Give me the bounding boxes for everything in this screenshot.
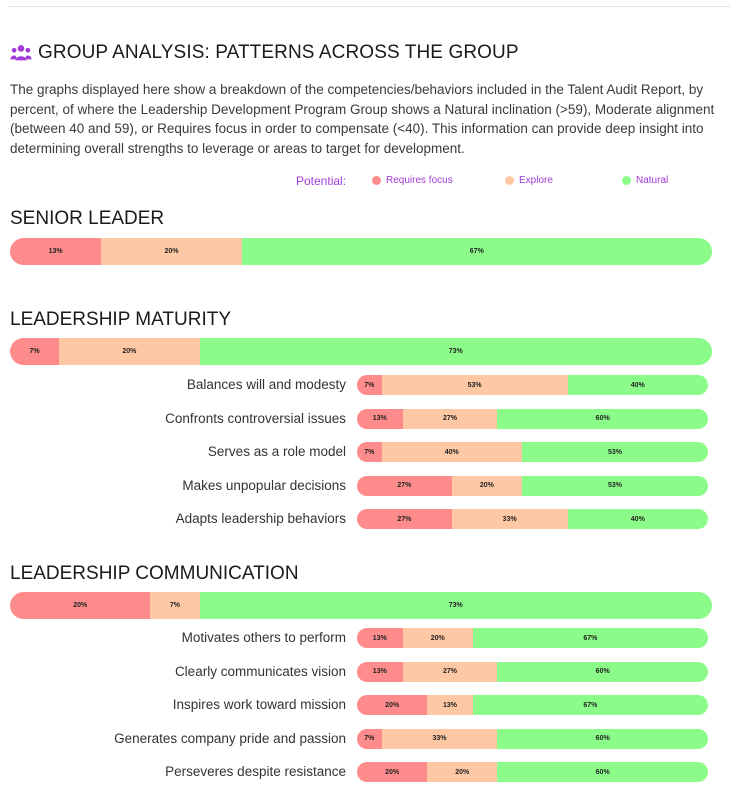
competency-label: Clearly communicates vision <box>174 663 346 679</box>
bar-segment-requires-focus: 13% <box>357 408 403 429</box>
competency-label: Balances will and modesty <box>186 377 346 392</box>
competency-label: Inspires work toward mission <box>172 697 346 712</box>
top-divider <box>8 6 730 7</box>
competency-label: Confronts controversial issues <box>165 410 346 426</box>
section-total-bar: 20% 7% 73% <box>10 592 712 619</box>
bar-segment-explore: 40% <box>381 442 522 462</box>
bar-segment-requires-focus: 7% <box>357 442 382 462</box>
page-title: GROUP ANALYSIS: PATTERNS ACROSS THE GROU… <box>38 42 519 63</box>
bar-segment-requires-focus: 13% <box>10 238 102 265</box>
legend-dot <box>505 176 514 185</box>
legend-dot <box>372 176 381 185</box>
section-title: SENIOR LEADER <box>10 208 165 229</box>
bar-segment-natural: 67% <box>472 695 708 715</box>
legend-item-explore: Explore <box>505 175 553 186</box>
bar-segment-explore: 20% <box>101 238 242 265</box>
competency-bar: 27% 20% 53% <box>357 475 708 496</box>
bar-segment-explore: 53% <box>381 375 568 395</box>
competency-bar: 27% 33% 40% <box>357 509 708 529</box>
section-total-bar: 13% 20% 67% <box>10 238 712 265</box>
bar-segment-requires-focus: 7% <box>357 728 382 749</box>
competency-bar: 7% 33% 60% <box>357 728 708 749</box>
bar-segment-natural: 53% <box>521 442 708 462</box>
bar-segment-natural: 67% <box>472 628 708 648</box>
bar-segment-explore: 20% <box>59 338 200 365</box>
bar-segment-natural: 60% <box>497 762 708 782</box>
legend-item-natural: Natural <box>622 175 668 186</box>
bar-segment-explore: 7% <box>150 592 200 619</box>
bar-segment-natural: 73% <box>199 592 712 619</box>
bar-segment-requires-focus: 13% <box>357 661 403 682</box>
bar-segment-requires-focus: 7% <box>357 375 382 395</box>
section-title: LEADERSHIP COMMUNICATION <box>10 563 299 584</box>
section-title: LEADERSHIP MATURITY <box>10 309 232 330</box>
bar-segment-natural: 60% <box>497 661 708 682</box>
bar-segment-explore: 27% <box>402 408 498 429</box>
competency-bar: 13% 20% 67% <box>357 628 708 648</box>
competency-label: Generates company pride and passion <box>114 730 346 746</box>
bar-segment-explore: 20% <box>451 475 522 496</box>
competency-label: Adapts leadership behaviors <box>175 511 346 526</box>
competency-bar: 7% 40% 53% <box>357 442 708 462</box>
bar-segment-natural: 53% <box>521 475 708 496</box>
bar-segment-requires-focus: 27% <box>357 475 452 496</box>
bar-segment-requires-focus: 7% <box>10 338 60 365</box>
bar-segment-natural: 40% <box>567 375 708 395</box>
bar-segment-explore: 20% <box>402 628 473 648</box>
bar-segment-requires-focus: 20% <box>357 762 428 782</box>
section-total-bar: 7% 20% 73% <box>10 338 712 365</box>
legend-title: Potential: <box>296 174 347 188</box>
bar-segment-explore: 33% <box>381 728 498 749</box>
bar-segment-natural: 73% <box>199 338 712 365</box>
intro-paragraph: The graphs displayed here show a breakdo… <box>10 82 715 156</box>
legend-label: Explore <box>519 175 553 186</box>
legend: Potential: Requires focus Explore Natura… <box>0 174 746 190</box>
bar-segment-explore: 27% <box>402 661 498 682</box>
legend-dot <box>622 176 631 185</box>
competency-bar: 20% 20% 60% <box>357 762 708 782</box>
group-users-icon <box>10 45 32 61</box>
competency-label: Motivates others to perform <box>181 630 346 645</box>
bar-segment-natural: 40% <box>567 509 708 529</box>
competency-label: Makes unpopular decisions <box>182 477 346 493</box>
legend-label: Natural <box>636 175 669 186</box>
bar-segment-requires-focus: 13% <box>357 628 403 648</box>
bar-segment-requires-focus: 20% <box>357 695 428 715</box>
legend-label: Requires focus <box>386 175 453 186</box>
bar-segment-requires-focus: 20% <box>10 592 151 619</box>
legend-item-requires-focus: Requires focus <box>372 175 453 186</box>
page-header: GROUP ANALYSIS: PATTERNS ACROSS THE GROU… <box>10 42 519 64</box>
competency-bar: 13% 27% 60% <box>357 408 708 429</box>
bar-segment-natural: 60% <box>497 408 708 429</box>
bar-segment-natural: 60% <box>497 728 708 749</box>
competency-label: Serves as a role model <box>207 444 346 459</box>
bar-segment-explore: 13% <box>427 695 473 715</box>
competency-label: Perseveres despite resistance <box>165 764 346 779</box>
bar-segment-explore: 20% <box>427 762 498 782</box>
competency-bar: 20% 13% 67% <box>357 695 708 715</box>
bar-segment-requires-focus: 27% <box>357 509 452 529</box>
bar-segment-explore: 33% <box>451 509 568 529</box>
bar-segment-natural: 67% <box>241 238 712 265</box>
competency-bar: 7% 53% 40% <box>357 375 708 395</box>
competency-bar: 13% 27% 60% <box>357 661 708 682</box>
